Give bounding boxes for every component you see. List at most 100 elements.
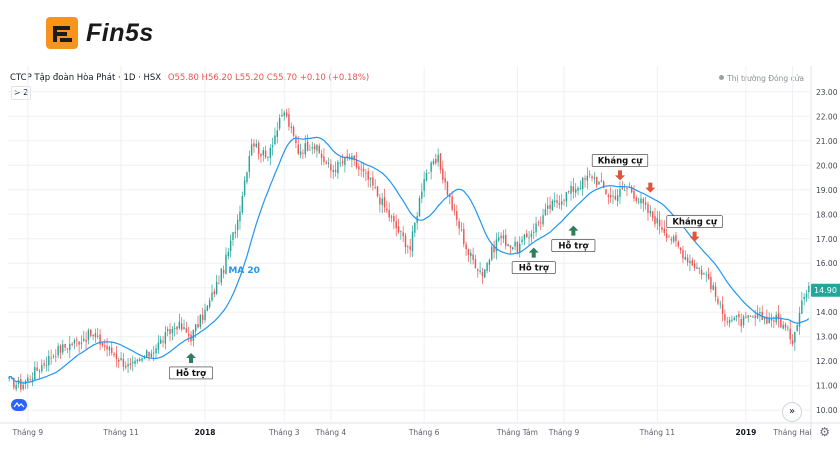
candle [334, 161, 337, 177]
candle [642, 197, 645, 212]
candle [740, 313, 742, 333]
y-tick-label: 17.00 [816, 235, 838, 244]
candle [166, 326, 169, 337]
candle [633, 185, 635, 202]
candle [595, 176, 598, 188]
candle [199, 314, 202, 330]
candle [229, 234, 232, 258]
chart-header: CTCP Tập đoàn Hòa Phát · 1D · HSX O55.80… [10, 73, 369, 83]
candle [733, 315, 735, 321]
settings-gear-icon[interactable]: ⚙ [819, 425, 830, 439]
candle [742, 314, 745, 328]
candle [712, 282, 714, 291]
scroll-to-realtime-button[interactable]: » [782, 402, 802, 422]
candle [271, 137, 274, 156]
candle [519, 236, 521, 258]
candle [267, 156, 269, 162]
symbol-title[interactable]: CTCP Tập đoàn Hòa Phát · 1D · HSX [10, 73, 162, 83]
tradingview-logo-icon[interactable] [11, 399, 27, 411]
brand-logo: Fin5s [46, 16, 154, 50]
candle [185, 321, 188, 333]
candle [710, 271, 712, 293]
candle [598, 181, 600, 185]
candle [34, 361, 36, 381]
candle [99, 329, 101, 351]
candle [344, 156, 346, 173]
candle [400, 230, 402, 240]
candle [236, 214, 239, 238]
arrow-down-icon [614, 170, 625, 181]
candle [66, 347, 69, 354]
candle [348, 153, 351, 161]
candle [502, 229, 505, 243]
candle [581, 176, 584, 196]
market-status-label: Thị trường Đóng cửa [727, 74, 804, 83]
candle [402, 226, 404, 243]
candle [530, 229, 533, 243]
candle [111, 341, 113, 356]
candle [777, 305, 780, 328]
candle [477, 268, 479, 278]
y-tick-label: 19.00 [816, 186, 838, 195]
candle [85, 331, 87, 350]
x-tick-label: 2018 [195, 428, 216, 437]
arrow-down-icon [645, 182, 656, 193]
candle [204, 303, 206, 323]
candle [390, 214, 393, 223]
candle [572, 178, 575, 199]
candle [796, 323, 798, 332]
candle [187, 326, 190, 343]
candle [458, 218, 460, 235]
candle [323, 148, 325, 166]
candle [584, 175, 586, 188]
candle [446, 180, 449, 197]
candle [507, 243, 509, 247]
market-status: Thị trường Đóng cửa [719, 74, 804, 83]
y-tick-label: 16.00 [816, 259, 838, 268]
candle [756, 305, 759, 320]
candle [512, 246, 514, 251]
candle [372, 171, 374, 191]
arrow-up-icon [186, 352, 197, 363]
candle [248, 150, 251, 179]
candle [425, 169, 428, 182]
candle [104, 339, 106, 352]
candle [48, 350, 50, 372]
candle [253, 139, 255, 153]
candle [325, 160, 327, 165]
candle [805, 289, 808, 303]
candle [369, 177, 372, 188]
candle [313, 143, 316, 154]
collapse-indicators-button[interactable]: > 2 [11, 86, 31, 100]
candle [649, 205, 652, 217]
candle [505, 228, 507, 250]
candle [246, 171, 248, 185]
candle [488, 258, 491, 272]
candle [136, 358, 139, 365]
candle [563, 198, 565, 206]
candle [255, 139, 258, 149]
candle [227, 248, 230, 260]
candle [122, 353, 125, 372]
candle [521, 235, 523, 245]
candle [327, 157, 330, 168]
candle [106, 337, 108, 357]
candle [269, 144, 272, 166]
candle [703, 272, 705, 276]
candle [714, 282, 717, 302]
candle [59, 344, 62, 359]
candle [283, 110, 285, 121]
candle [218, 275, 220, 285]
candle [379, 193, 381, 213]
candle [789, 320, 791, 345]
candle [738, 310, 740, 326]
candle [278, 114, 281, 131]
x-tick-label: Tháng 6 [408, 428, 440, 437]
candle [791, 334, 794, 347]
candle [621, 180, 624, 190]
candle [125, 361, 127, 370]
candle [381, 193, 383, 214]
candle [376, 186, 379, 198]
candle [201, 307, 204, 325]
